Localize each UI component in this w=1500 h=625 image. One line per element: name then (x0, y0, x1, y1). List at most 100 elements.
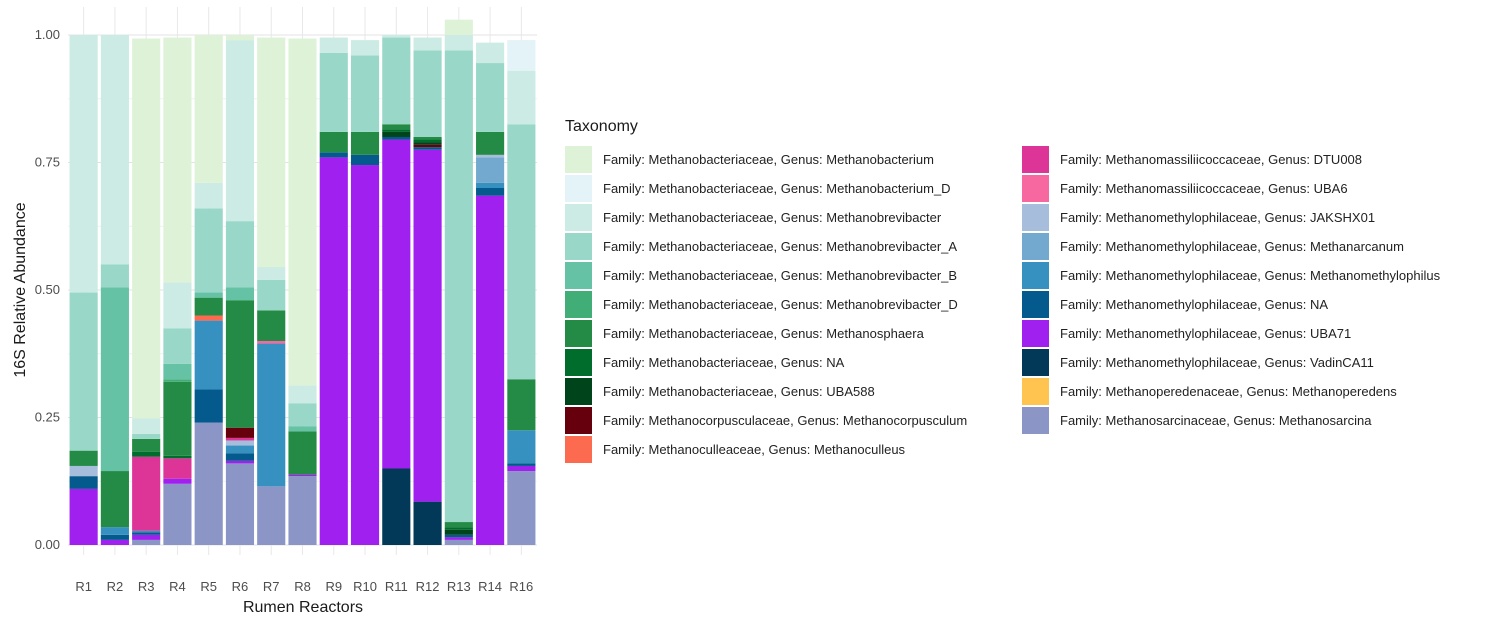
x-tick-label: R3 (138, 579, 155, 594)
x-axis-label: Rumen Reactors (243, 599, 363, 616)
bar-segment (132, 532, 161, 535)
bar-segment (257, 267, 286, 280)
legend-item: Family: Methanomassiliicoccaceae, Genus:… (1022, 145, 1492, 174)
legend-swatch (565, 262, 592, 289)
bar-segment (288, 38, 317, 386)
bar-segment (225, 427, 255, 438)
x-tick-label: R7 (263, 579, 280, 594)
bar-segment (288, 426, 317, 432)
bar-segment (163, 458, 192, 479)
bar-segment (132, 456, 161, 531)
bar-segment (132, 451, 161, 457)
legend-swatch (565, 407, 592, 434)
bar-segment (100, 35, 129, 265)
bar-segment (350, 131, 380, 155)
legend-item: Family: Methanomethylophilaceae, Genus: … (1022, 232, 1492, 261)
bar-segment (100, 471, 129, 528)
bar-segment (350, 55, 380, 132)
bar-segment (194, 208, 223, 293)
y-tick-label: 1.00 (35, 27, 60, 42)
bar-segment (163, 455, 192, 459)
bar-segment (444, 537, 473, 540)
bar-segment (382, 131, 411, 137)
bar-segment (413, 37, 442, 51)
bar-segment (350, 154, 380, 166)
bar-segment (132, 418, 161, 434)
bar-segment (444, 539, 473, 545)
bar-segment (69, 35, 98, 293)
bar-segment (382, 468, 411, 545)
legend-label: Family: Methanomethylophilaceae, Genus: … (1060, 355, 1374, 370)
x-tick-label: R5 (200, 579, 217, 594)
bar-segment (507, 70, 536, 125)
legend-column-right: Family: Methanomassiliicoccaceae, Genus:… (1022, 145, 1492, 464)
legend-item: Family: Methanomethylophilaceae, Genus: … (1022, 290, 1492, 319)
legend-swatch (1022, 378, 1049, 405)
legend-swatch (565, 320, 592, 347)
legend-item: Family: Methanobacteriaceae, Genus: Meth… (565, 290, 1022, 319)
bar-segment (163, 328, 192, 364)
bar-segment (225, 35, 255, 41)
legend-label: Family: Methanomethylophilaceae, Genus: … (1060, 326, 1352, 341)
bar-segment (507, 430, 536, 464)
bar-segment (444, 534, 473, 538)
y-tick-label: 0.75 (35, 155, 60, 170)
bar-segment (225, 221, 255, 288)
legend-label: Family: Methanobacteriaceae, Genus: Meth… (603, 326, 924, 341)
bar-segment (444, 527, 473, 530)
bar-segment (69, 292, 98, 451)
bar-segment (413, 147, 442, 150)
legend-item: Family: Methanoculleaceae, Genus: Methan… (565, 435, 1022, 464)
bar-segment (194, 422, 223, 545)
legend-label: Family: Methanomassiliicoccaceae, Genus:… (1060, 181, 1348, 196)
bar-segment (163, 37, 192, 283)
bar-segment (476, 182, 505, 188)
bar-segment (382, 37, 411, 125)
bar-segment (225, 40, 255, 222)
legend-swatch (1022, 262, 1049, 289)
bar-segment (413, 50, 442, 137)
legend-item: Family: Methanoperedenaceae, Genus: Meth… (1022, 377, 1492, 406)
x-tick-label: R6 (232, 579, 249, 594)
legend-label: Family: Methanobacteriaceae, Genus: Meth… (603, 152, 934, 167)
x-tick-label: R2 (107, 579, 124, 594)
legend-label: Family: Methanoculleaceae, Genus: Methan… (603, 442, 906, 457)
bar-segment (194, 297, 223, 316)
bar-segment (163, 483, 192, 545)
bar-segment (100, 264, 129, 288)
bar-segment (476, 154, 505, 158)
legend-swatch (1022, 233, 1049, 260)
bar-segment (319, 52, 348, 132)
legend-label: Family: Methanomethylophilaceae, Genus: … (1060, 210, 1376, 225)
bar-segment (444, 529, 473, 535)
bar-segment (163, 282, 192, 329)
legend-item: Family: Methanomassiliicoccaceae, Genus:… (1022, 174, 1492, 203)
legend-label: Family: Methanomethylophilaceae, Genus: … (1060, 239, 1404, 254)
legend-label: Family: Methanosarcinaceae, Genus: Metha… (1060, 413, 1372, 428)
bar-segment (257, 341, 286, 344)
legend-label: Family: Methanobacteriaceae, Genus: Meth… (603, 239, 958, 254)
legend-swatch (1022, 146, 1049, 173)
bar-segment (413, 139, 442, 143)
legend-label: Family: Methanomethylophilaceae, Genus: … (1060, 297, 1329, 312)
legend-item: Family: Methanobacteriaceae, Genus: Meth… (565, 145, 1022, 174)
legend-item: Family: Methanobacteriaceae, Genus: Meth… (565, 203, 1022, 232)
x-tick-label: R4 (169, 579, 186, 594)
bar-segment (194, 292, 223, 298)
x-tick-label: R16 (509, 579, 533, 594)
x-tick-label: R12 (416, 579, 440, 594)
y-axis-ticks: 0.00 0.25 0.50 0.75 1.00 (35, 27, 60, 552)
bar-segment (507, 465, 536, 472)
bar-segment (319, 37, 348, 53)
bar-segment (257, 37, 286, 268)
bar-segment (444, 19, 473, 35)
x-tick-label: R8 (294, 579, 311, 594)
legend-swatch (565, 146, 592, 173)
legend-swatch (565, 378, 592, 405)
bar-segment (69, 465, 98, 477)
legend-item: Family: Methanomethylophilaceae, Genus: … (1022, 203, 1492, 232)
legend-item: Family: Methanomethylophilaceae, Genus: … (1022, 319, 1492, 348)
legend-swatch (565, 291, 592, 318)
legend-item: Family: Methanosarcinaceae, Genus: Metha… (1022, 406, 1492, 435)
